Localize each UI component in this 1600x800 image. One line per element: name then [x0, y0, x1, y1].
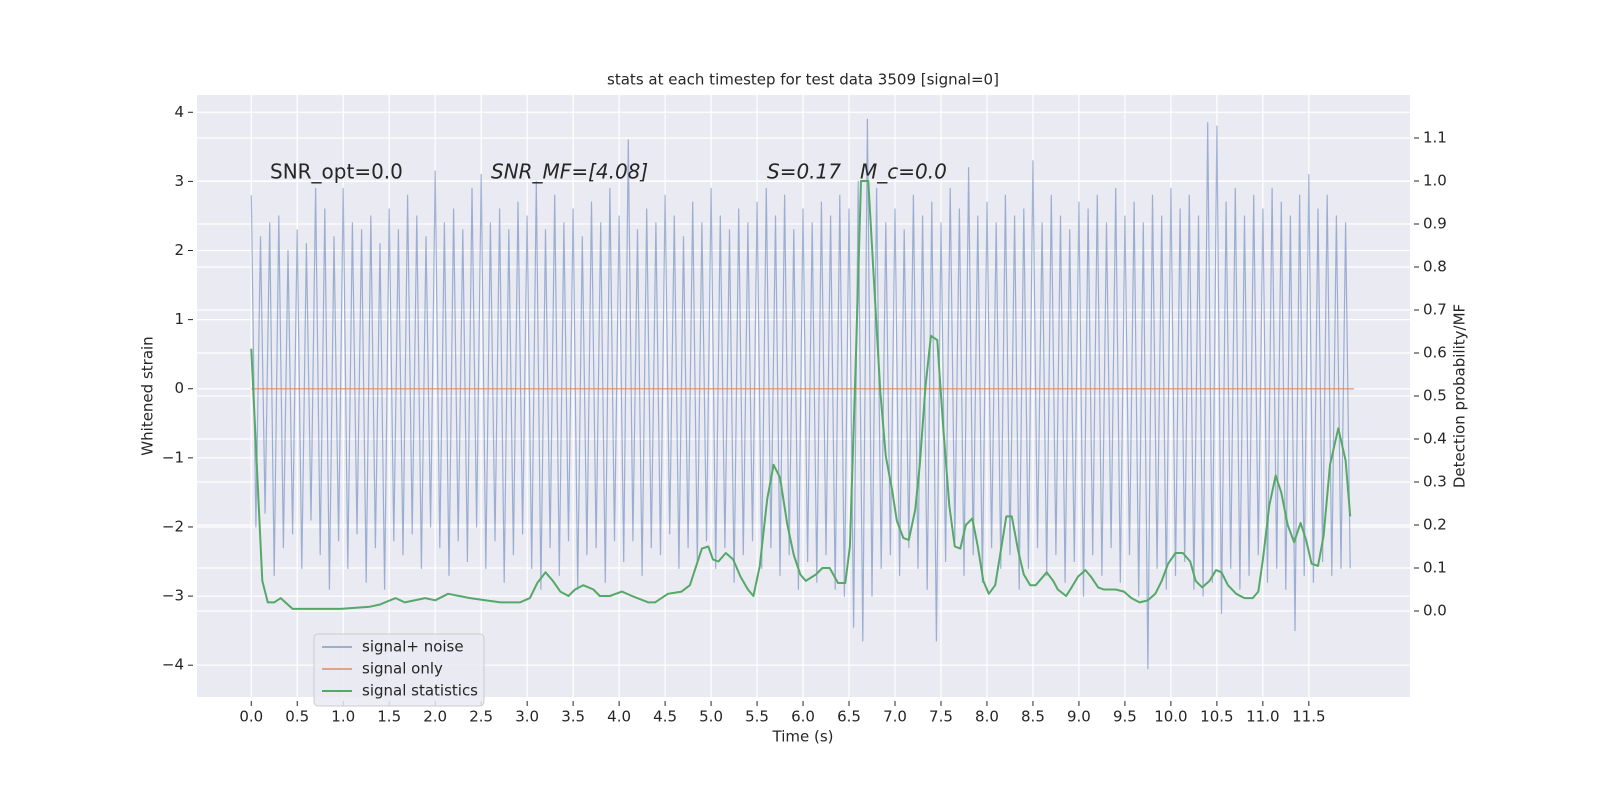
x-tick-label: 8.5 [1021, 708, 1045, 726]
y-tick-label: −1 [162, 448, 184, 466]
x-tick-label: 2.5 [469, 708, 493, 726]
y-tick-label: −4 [162, 656, 184, 674]
series-line [250, 180, 1352, 610]
x-tick-label: 10.0 [1154, 708, 1187, 726]
y-tick-label: 0 [174, 379, 184, 397]
y2-axis-label: Detection probability/MF [1451, 304, 1469, 488]
x-tick-label: 9.5 [1113, 708, 1137, 726]
y2-tick-label: 0.0 [1423, 602, 1447, 620]
y-tick-label: 3 [174, 172, 184, 190]
y2-tick-label: 0.1 [1423, 559, 1447, 577]
annotation: SNR_opt=0.0 [270, 160, 403, 184]
annotation: S=0.17 [767, 160, 841, 184]
y-tick-label: 4 [174, 103, 184, 121]
y2-tick-label: 1.0 [1423, 172, 1447, 190]
annotation: M_c=0.0 [860, 160, 947, 184]
x-axis-label: Time (s) [772, 728, 834, 746]
legend-label: signal only [362, 660, 443, 678]
y2-tick-label: 0.3 [1423, 473, 1447, 491]
x-tick-label: 0.0 [239, 708, 263, 726]
marks [250, 118, 1354, 670]
y2-tick-label: 0.4 [1423, 430, 1447, 448]
x-tick-label: 1.0 [331, 708, 355, 726]
x-tick-label: 7.0 [883, 708, 907, 726]
y-axis-label: Whitened strain [139, 336, 157, 455]
x-tick-label: 8.0 [975, 708, 999, 726]
y2-tick-label: 0.2 [1423, 516, 1447, 534]
legend: signal+ noise signal only signal statistic… [313, 633, 485, 707]
x-tick-label: 3.0 [515, 708, 539, 726]
annotation: SNR_MF=[4.08] [491, 160, 648, 184]
y2-tick-label: 0.6 [1423, 344, 1447, 362]
legend-box [313, 633, 485, 707]
y-tick-label: −3 [162, 587, 184, 605]
x-tick-label: 4.5 [653, 708, 677, 726]
x-tick-label: 11.5 [1292, 708, 1325, 726]
y-tick-label: 2 [174, 241, 184, 259]
x-tick-label: 4.0 [607, 708, 631, 726]
y2-tick-label: 0.7 [1423, 301, 1447, 319]
chart-title: stats at each timestep for test data 350… [607, 71, 999, 89]
x-tick-label: 5.5 [745, 708, 769, 726]
y2-tick-label: 0.9 [1423, 215, 1447, 233]
x-tick-label: 2.0 [423, 708, 447, 726]
x-tick-label: 10.5 [1200, 708, 1233, 726]
x-tick-label: 11.0 [1246, 708, 1279, 726]
x-tick-label: 6.5 [837, 708, 861, 726]
y2-tick-label: 0.5 [1423, 387, 1447, 405]
x-tick-label: 0.5 [285, 708, 309, 726]
x-tick-label: 3.5 [561, 708, 585, 726]
y-tick-label: 1 [174, 310, 184, 328]
y-tick-label: −2 [162, 517, 184, 535]
x-tick-label: 9.0 [1067, 708, 1091, 726]
x-tick-label: 5.0 [699, 708, 723, 726]
x-tick-label: 1.5 [377, 708, 401, 726]
x-tick-label: 7.5 [929, 708, 953, 726]
y2-tick-label: 1.1 [1423, 129, 1447, 147]
series-line [250, 118, 1351, 670]
y2-tick-label: 0.8 [1423, 258, 1447, 276]
legend-label: signal statistics [362, 682, 478, 700]
legend-label: signal+ noise [362, 638, 464, 656]
labels: −4 −3 −2 −1 0 1 2 3 4 0.0 0.1 0.2 0.3 0.4 0.5 0.6 0.7 0.8… [162, 103, 1447, 726]
x-tick-label: 6.0 [791, 708, 815, 726]
